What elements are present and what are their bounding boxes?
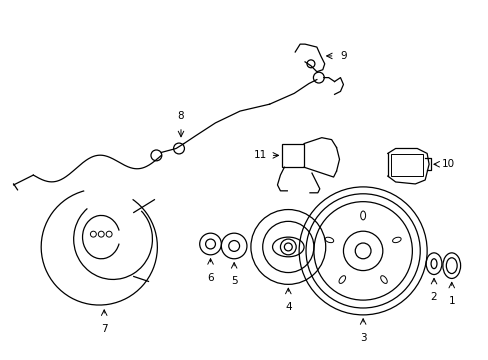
Text: 3: 3 — [359, 333, 366, 343]
Text: 11: 11 — [253, 150, 266, 161]
Text: 8: 8 — [177, 111, 184, 121]
Text: 5: 5 — [230, 276, 237, 287]
Bar — [390, 154, 422, 176]
Text: 6: 6 — [207, 273, 213, 283]
Bar — [282, 144, 304, 167]
Text: 4: 4 — [285, 302, 291, 312]
Text: 10: 10 — [441, 159, 454, 169]
Text: 9: 9 — [340, 51, 346, 61]
Text: 7: 7 — [101, 324, 107, 334]
Text: 1: 1 — [447, 296, 454, 306]
Text: 2: 2 — [430, 292, 436, 302]
